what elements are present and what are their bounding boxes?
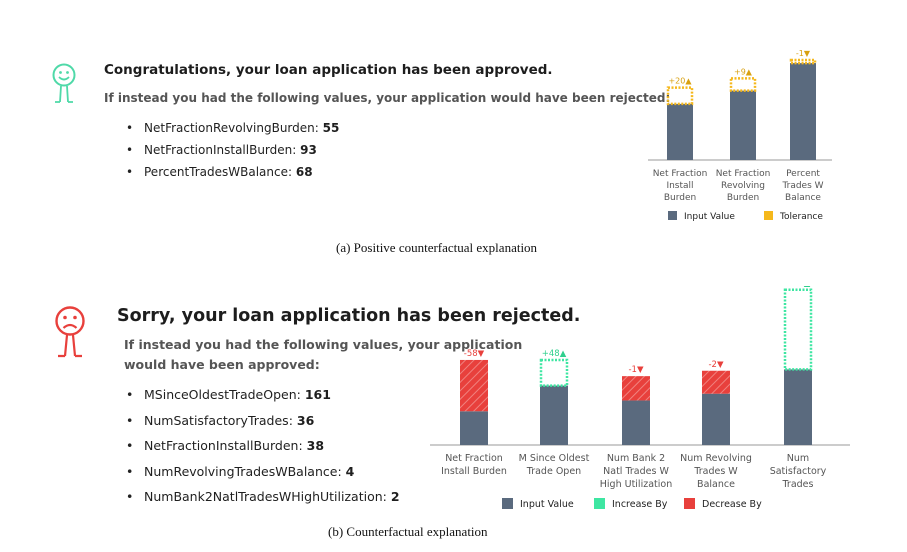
tick-label: M Since Oldest xyxy=(519,453,590,464)
approval-condition-text: If instead you had the following values,… xyxy=(124,337,523,372)
bar-tolerance xyxy=(789,58,817,65)
caption-a: (a) Positive counterfactual explanation xyxy=(336,240,538,255)
tick-label: Install xyxy=(666,181,693,191)
tick-label: Trades xyxy=(782,479,814,490)
data-label: +48▲ xyxy=(542,349,567,359)
legend-label: Increase By xyxy=(612,499,668,510)
counterfactual-list-a: NetFractionRevolvingBurden: 55 NetFracti… xyxy=(120,120,339,186)
data-label: +20▲ xyxy=(668,77,692,86)
data-label: -1▼ xyxy=(796,49,811,58)
list-item: MSinceOldestTradeOpen: 161 xyxy=(120,386,400,412)
bar-decrease-by xyxy=(622,376,650,401)
legend-swatch xyxy=(668,211,677,220)
legend-swatch xyxy=(594,498,605,509)
legend-swatch xyxy=(684,498,695,509)
tick-label: Burden xyxy=(664,193,696,203)
list-item: NetFractionInstallBurden: 93 xyxy=(120,142,339,164)
tick-label: Natl Trades W xyxy=(603,466,669,477)
list-item: NetFractionInstallBurden: 38 xyxy=(120,437,400,463)
list-item: PercentTradesWBalance: 68 xyxy=(120,164,339,186)
bar-input-value xyxy=(702,393,730,445)
caption-b: (b) Counterfactual explanation xyxy=(328,524,488,539)
data-label: -1▼ xyxy=(628,365,643,375)
sad-face-icon xyxy=(55,306,85,358)
tick-label: Burden xyxy=(727,193,759,203)
tick-label: Trade Open xyxy=(526,466,581,477)
bar-decrease-by xyxy=(460,359,488,412)
counterfactual-list-b: MSinceOldestTradeOpen: 161 NumSatisfacto… xyxy=(120,386,400,514)
tick-label: Satisfactory xyxy=(770,466,827,477)
bar-increase-by xyxy=(783,288,813,371)
bar-input-value xyxy=(784,369,812,445)
legend-label: Input Value xyxy=(520,499,574,510)
legend-swatch xyxy=(764,211,773,220)
list-item: NetFractionRevolvingBurden: 55 xyxy=(120,120,339,142)
tolerance-bar-chart: +20▲ Net Fraction Install Burden +9▲ Net Frac… xyxy=(648,49,832,222)
bar-input-value xyxy=(460,411,488,445)
tick-label: Net Fraction xyxy=(716,169,771,179)
list-item: NumBank2NatlTradesWHighUtilization: 2 xyxy=(120,488,400,514)
tick-label: Num Bank 2 xyxy=(607,453,665,464)
tick-label: Trades W xyxy=(781,181,823,191)
bar-tolerance xyxy=(666,86,694,106)
tick-label: Revolving xyxy=(721,181,765,191)
tick-label: Install Burden xyxy=(441,466,507,477)
legend-label: Input Value xyxy=(684,212,735,222)
tick-label: High Utilization xyxy=(600,479,672,490)
legend-label: Tolerance xyxy=(779,212,823,222)
tick-label: Balance xyxy=(697,479,735,490)
smiley-face-icon xyxy=(52,63,76,103)
counterfactual-bar-chart: -58▼ Net Fraction Install Burden +48▲ M Sinc… xyxy=(430,286,850,510)
bar-input-value xyxy=(730,90,756,160)
data-label: +15▲ xyxy=(786,286,811,289)
data-label: +9▲ xyxy=(734,67,753,76)
bar-input-value xyxy=(790,63,816,160)
list-item: NumRevolvingTradesWBalance: 4 xyxy=(120,463,400,489)
approval-title: Congratulations, your loan application h… xyxy=(104,62,553,78)
tick-label: Trades W xyxy=(693,466,738,477)
data-label: -2▼ xyxy=(708,360,723,370)
legend-label: Decrease By xyxy=(702,499,762,510)
tick-label: Percent xyxy=(786,169,820,179)
rejection-title: Sorry, your loan application has been re… xyxy=(117,306,581,326)
list-item: NumSatisfactoryTrades: 36 xyxy=(120,412,400,438)
bar-input-value xyxy=(540,385,568,445)
bar-tolerance xyxy=(729,77,757,92)
tick-label: Net Fraction xyxy=(653,169,708,179)
data-label: -58▼ xyxy=(464,349,485,359)
bar-input-value xyxy=(667,103,693,160)
bar-increase-by xyxy=(539,358,569,387)
tick-label: Num xyxy=(787,453,809,464)
tick-label: Net Fraction xyxy=(445,453,503,464)
rejection-condition-text: If instead you had the following values,… xyxy=(104,91,671,105)
bar-decrease-by xyxy=(702,370,730,394)
bar-input-value xyxy=(622,400,650,445)
tick-label: Balance xyxy=(785,193,821,203)
tick-label: Num Revolving xyxy=(680,453,752,464)
legend-swatch xyxy=(502,498,513,509)
